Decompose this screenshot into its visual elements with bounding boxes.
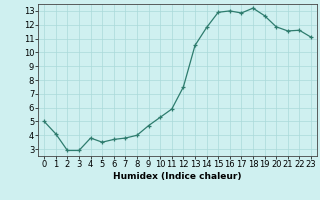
X-axis label: Humidex (Indice chaleur): Humidex (Indice chaleur) xyxy=(113,172,242,181)
